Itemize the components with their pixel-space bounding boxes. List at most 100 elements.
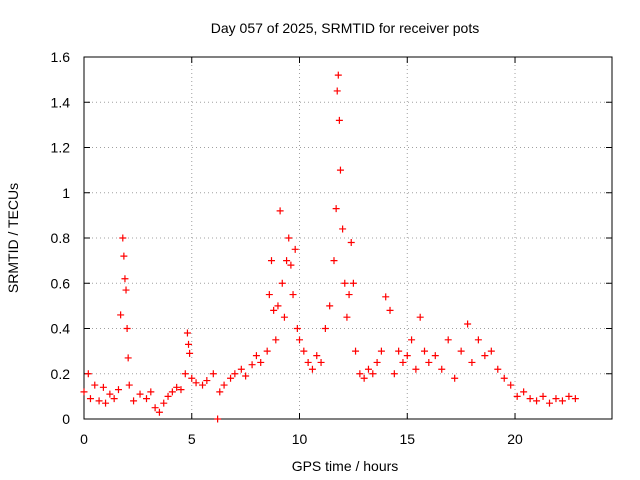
data-point-marker (183, 329, 191, 337)
data-point-marker (347, 239, 355, 247)
data-point-marker (199, 381, 207, 389)
data-point-marker (539, 392, 547, 400)
data-point-marker (125, 381, 133, 389)
data-point-marker (227, 374, 235, 382)
data-point-marker (285, 234, 293, 242)
y-tick-label: 1.2 (51, 140, 71, 156)
data-point-marker (147, 388, 155, 396)
data-point-marker (121, 275, 129, 283)
data-point-marker (565, 392, 573, 400)
data-point-marker (386, 306, 394, 314)
data-point-marker (369, 370, 377, 378)
data-point-marker (248, 361, 256, 369)
data-point-marker (177, 386, 185, 394)
data-point-marker (270, 306, 278, 314)
y-tick-label: 0 (62, 411, 70, 427)
data-point-marker (408, 336, 416, 344)
data-point-marker (349, 279, 357, 287)
y-tick-label: 0.2 (51, 366, 71, 382)
data-point-marker (571, 395, 579, 403)
data-point-marker (95, 397, 103, 405)
data-point-marker (416, 313, 424, 321)
data-point-marker (80, 388, 88, 396)
data-point-marker (188, 374, 196, 382)
x-tick-label: 20 (507, 431, 523, 447)
data-point-marker (91, 381, 99, 389)
data-point-marker (168, 388, 176, 396)
data-point-marker (220, 381, 228, 389)
data-point-marker (364, 365, 372, 373)
data-point-marker (242, 372, 250, 380)
data-point-marker (431, 352, 439, 360)
x-tick-label: 15 (399, 431, 415, 447)
data-point-marker (345, 291, 353, 299)
data-points (80, 71, 579, 423)
data-point-marker (308, 365, 316, 373)
data-point-marker (99, 383, 107, 391)
data-point-marker (186, 349, 194, 357)
data-point-marker (399, 358, 407, 366)
data-point-marker (481, 352, 489, 360)
y-tick-label: 1.6 (51, 49, 71, 65)
data-point-marker (114, 386, 122, 394)
data-point-marker (326, 302, 334, 310)
data-point-marker (421, 347, 429, 355)
data-point-marker (110, 395, 118, 403)
data-point-marker (102, 399, 110, 407)
y-axis-title: SRMTID / TECUs (5, 183, 21, 293)
data-point-marker (117, 311, 125, 319)
x-tick-label: 5 (188, 431, 196, 447)
data-point-marker (106, 390, 114, 398)
data-point-marker (280, 313, 288, 321)
data-point-marker (278, 279, 286, 287)
data-point-marker (209, 370, 217, 378)
data-point-marker (283, 257, 291, 265)
data-point-marker (216, 388, 224, 396)
data-point-marker (291, 245, 299, 253)
y-tick-label: 0.4 (51, 321, 71, 337)
data-point-marker (289, 291, 297, 299)
data-point-marker (382, 293, 390, 301)
x-tick-label: 0 (80, 431, 88, 447)
data-point-marker (333, 87, 341, 95)
data-point-marker (267, 257, 275, 265)
data-point-marker (335, 116, 343, 124)
chart-title: Day 057 of 2025, SRMTID for receiver pot… (211, 20, 479, 36)
data-point-marker (317, 358, 325, 366)
y-tick-label: 1.4 (51, 94, 71, 110)
data-point-marker (119, 234, 127, 242)
data-point-marker (192, 379, 200, 387)
data-point-marker (352, 347, 360, 355)
data-point-marker (494, 365, 502, 373)
data-point-marker (274, 302, 282, 310)
data-point-marker (276, 207, 284, 215)
y-tick-label: 0.6 (51, 275, 71, 291)
data-point-marker (339, 225, 347, 233)
data-point-marker (272, 336, 280, 344)
data-point-marker (231, 370, 239, 378)
data-point-marker (360, 374, 368, 382)
data-point-marker (558, 397, 566, 405)
data-point-marker (151, 404, 159, 412)
data-point-marker (136, 390, 144, 398)
x-axis-title: GPS time / hours (292, 458, 399, 474)
data-point-marker (341, 279, 349, 287)
data-point-marker (287, 261, 295, 269)
data-point-marker (403, 352, 411, 360)
data-point-marker (334, 71, 342, 79)
data-point-marker (237, 365, 245, 373)
data-point-marker (321, 325, 329, 332)
data-point-marker (451, 374, 459, 382)
data-point-marker (487, 347, 495, 355)
data-point-marker (526, 395, 534, 403)
data-point-marker (304, 358, 312, 366)
data-point-marker (84, 370, 92, 378)
data-point-marker (293, 325, 301, 332)
grid-lines (84, 57, 612, 419)
data-point-marker (500, 374, 508, 382)
data-point-marker (160, 399, 168, 407)
data-point-marker (457, 347, 465, 355)
data-point-marker (120, 252, 128, 260)
data-point-marker (390, 370, 398, 378)
data-point-marker (263, 347, 271, 355)
